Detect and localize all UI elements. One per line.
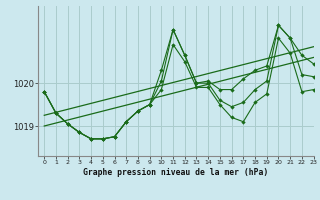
X-axis label: Graphe pression niveau de la mer (hPa): Graphe pression niveau de la mer (hPa) xyxy=(84,168,268,177)
